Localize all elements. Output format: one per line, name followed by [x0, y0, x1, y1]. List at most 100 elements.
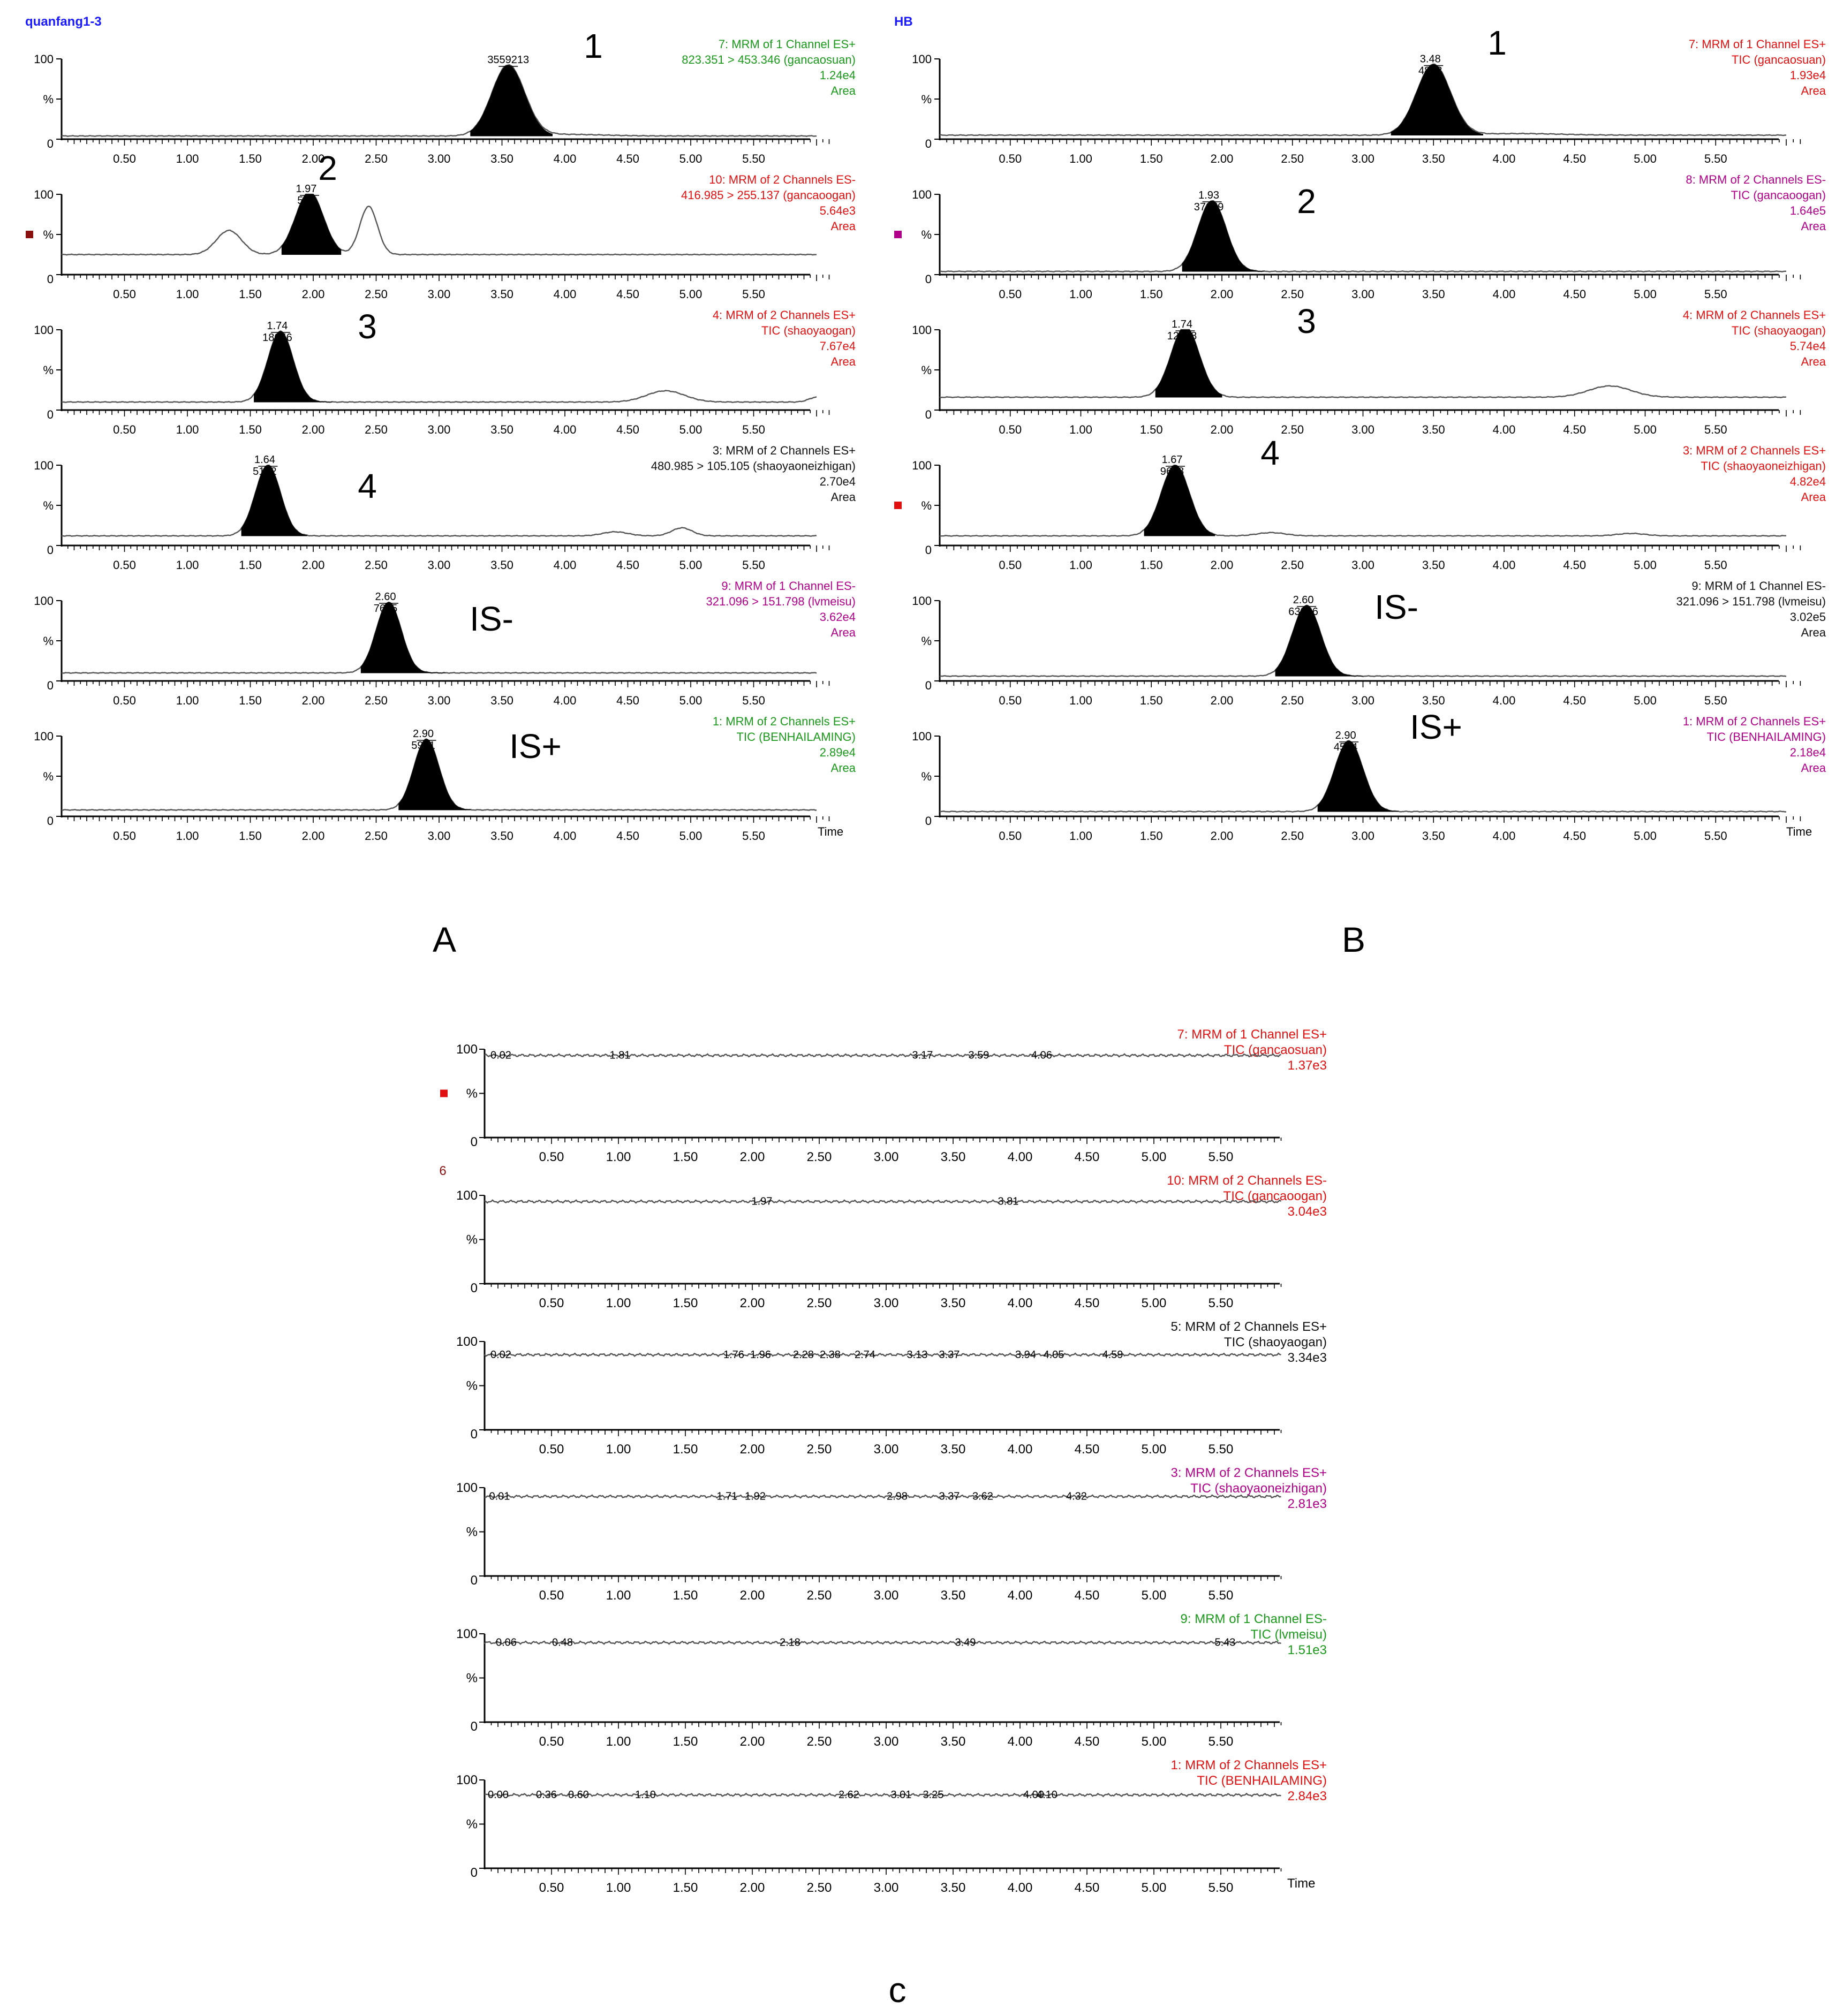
y-label-0: 0	[471, 1135, 478, 1149]
x-tick-label: 2.00	[302, 558, 325, 572]
panel-label: B	[1342, 920, 1365, 959]
x-tick-label: 2.00	[302, 694, 325, 707]
x-tick-label: 3.50	[941, 1150, 966, 1164]
x-axis-title: Time	[1287, 1876, 1315, 1891]
peak-rt-label: 4.05	[1044, 1349, 1064, 1361]
x-tick-label: 1.00	[1069, 558, 1092, 572]
x-tick-label: 1.00	[176, 694, 199, 707]
trace-C4: 100% 0 0.50 1.00 1.50 2.00 2.50 3.00 3.50 4.00 4.5…	[456, 1466, 1327, 1603]
peak-rt-label: 1.92	[745, 1491, 766, 1503]
trace-header-line: 2.81e3	[1288, 1497, 1327, 1511]
trace-line	[939, 200, 1787, 272]
x-tick-label: 2.50	[365, 694, 388, 707]
x-tick-label: 2.50	[1281, 694, 1304, 707]
x-tick-label: 5.00	[1634, 829, 1657, 843]
compound-label: 3	[1297, 302, 1316, 340]
trace-header-line: Area	[831, 490, 856, 504]
trace-header-line: 9: MRM of 1 Channel ES-	[721, 579, 856, 593]
x-tick-label: 3.50	[490, 152, 513, 165]
trace-header-line: Area	[1801, 219, 1826, 233]
x-tick-label: 1.50	[239, 558, 262, 572]
y-label-0: 0	[925, 272, 932, 286]
filled-peak	[360, 602, 445, 673]
trace-header-line: 9: MRM of 1 Channel ES-	[1691, 579, 1826, 593]
x-tick-label: 5.00	[679, 694, 703, 707]
filled-peak	[1391, 64, 1483, 135]
x-tick-label: 3.50	[941, 1442, 966, 1457]
x-tick-label: 5.50	[1208, 1442, 1234, 1457]
x-tick-label: 5.50	[1208, 1734, 1234, 1749]
compound-label: IS-	[470, 600, 513, 638]
x-tick-label: 5.50	[1208, 1881, 1234, 1895]
x-tick-label: 2.50	[1281, 423, 1304, 436]
trace-header-line: TIC (lvmeisu)	[1250, 1627, 1327, 1642]
peak-label: 37259	[1194, 201, 1224, 213]
y-label-percent: %	[43, 93, 54, 106]
y-label-0: 0	[47, 272, 54, 286]
x-tick-label: 4.00	[1008, 1150, 1033, 1164]
y-label-100: 100	[34, 323, 54, 337]
x-tick-label: 3.50	[1422, 423, 1445, 436]
x-tick-label: 3.50	[490, 694, 513, 707]
x-tick-label: 4.50	[1563, 694, 1586, 707]
trace-A6: 100% 0 0.50 1.00 1.50 2.00 2.50 3.00 3.50 4.00 4.5…	[34, 715, 856, 843]
channel-index: 6	[439, 1164, 446, 1178]
y-label-100: 100	[456, 1335, 478, 1349]
trace-line	[484, 1199, 1282, 1204]
peak-label: 4594	[1334, 741, 1358, 753]
x-tick-label: 4.50	[1075, 1588, 1100, 1603]
trace-header-line: Area	[831, 219, 856, 233]
x-tick-label: 1.50	[1140, 152, 1163, 165]
x-tick-label: 2.50	[1281, 152, 1304, 165]
trace-header-line: 4.82e4	[1790, 475, 1826, 488]
x-tick-label: 4.50	[1075, 1150, 1100, 1164]
peak-rt-label: 0.01	[489, 1491, 510, 1503]
x-tick-label: 4.00	[1008, 1734, 1033, 1749]
trace-header-line: 823.351 > 453.346 (gancaosuan)	[682, 53, 856, 66]
peak-rt-label: 1.97	[752, 1196, 773, 1208]
trace-line	[61, 330, 817, 403]
x-tick-label: 3.00	[1351, 558, 1374, 572]
x-tick-label: 2.50	[1281, 829, 1304, 843]
x-tick-label: 4.00	[554, 287, 577, 301]
trace-header-line: Area	[831, 761, 856, 775]
peak-rt-label: 2.98	[887, 1491, 908, 1503]
x-tick-label: 5.50	[1704, 558, 1727, 572]
x-tick-label: 1.50	[239, 287, 262, 301]
peak-rt-label: 4.00	[1023, 1789, 1044, 1801]
peak-rt-label: 0.00	[488, 1789, 509, 1801]
peak-label: 12948	[1167, 330, 1197, 342]
compound-label: 3	[358, 307, 377, 346]
trace-C2: 100% 0 0.50 1.00 1.50 2.00 2.50 3.00 3.50 4.00 4.5…	[439, 1164, 1327, 1310]
compound-label: 2	[318, 149, 337, 187]
filled-peak	[470, 65, 553, 137]
trace-C5: 100% 0 0.50 1.00 1.50 2.00 2.50 3.00 3.50 4.00 4.5…	[456, 1612, 1327, 1749]
x-tick-label: 1.00	[606, 1734, 631, 1749]
y-label-percent: %	[43, 634, 54, 648]
x-tick-label: 4.50	[616, 829, 639, 843]
trace-line	[61, 193, 817, 256]
x-tick-label: 1.50	[239, 152, 262, 165]
trace-header-line: 3: MRM of 2 Channels ES+	[1171, 1466, 1327, 1480]
x-tick-label: 0.50	[539, 1150, 564, 1164]
peak-label: 18056	[262, 332, 292, 344]
trace-header-line: 2.18e4	[1790, 746, 1826, 759]
x-tick-label: 0.50	[539, 1442, 564, 1457]
x-tick-label: 4.00	[554, 152, 577, 165]
trace-header-line: 416.985 > 255.137 (gancaoogan)	[681, 188, 856, 202]
x-tick-label: 5.00	[1142, 1296, 1167, 1310]
peak-label: 7685	[374, 603, 398, 615]
x-tick-label: 3.50	[941, 1588, 966, 1603]
x-tick-label: 4.00	[1493, 152, 1516, 165]
x-tick-label: 4.50	[1075, 1296, 1100, 1310]
peak-rt-label: 1.10	[635, 1789, 656, 1801]
trace-C3: 100% 0 0.50 1.00 1.50 2.00 2.50 3.00 3.50 4.00 4.5…	[456, 1320, 1327, 1457]
trace-line	[484, 1640, 1281, 1645]
y-label-percent: %	[466, 1233, 478, 1247]
x-tick-label: 5.00	[1142, 1734, 1167, 1749]
trace-line	[61, 464, 817, 537]
trace-header-line: 2.84e3	[1288, 1789, 1327, 1803]
peak-label: 2.90	[1335, 730, 1356, 741]
y-label-0: 0	[47, 543, 54, 557]
trace-header-line: 3.02e5	[1790, 610, 1826, 624]
